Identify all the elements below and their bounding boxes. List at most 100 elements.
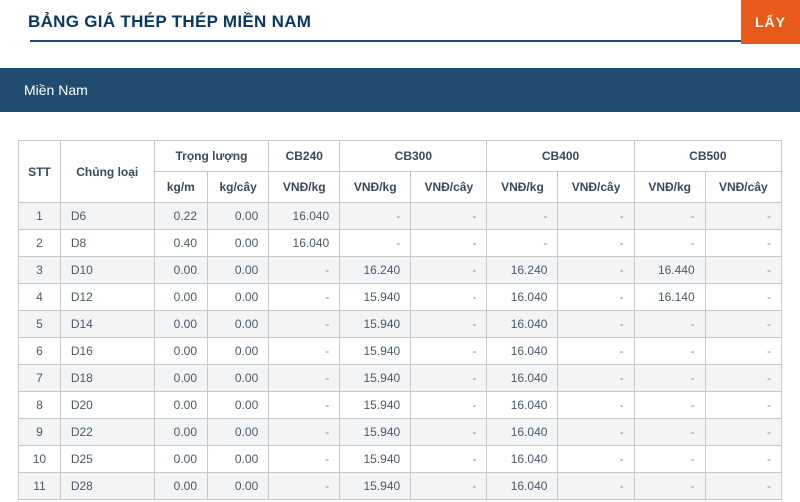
table-cell: D20: [60, 392, 154, 419]
col-cb300-vndcay: VNĐ/cây: [411, 172, 487, 203]
table-cell: 16.040: [487, 311, 558, 338]
table-row: 5D140.000.00-15.940-16.040---: [19, 311, 782, 338]
table-cell: -: [705, 446, 781, 473]
table-cell: 7: [19, 365, 61, 392]
table-cell: 0.00: [154, 419, 207, 446]
table-cell: 1: [19, 203, 61, 230]
table-cell: 15.940: [340, 311, 411, 338]
table-cell: -: [705, 203, 781, 230]
table-cell: -: [269, 338, 340, 365]
table-cell: 15.940: [340, 473, 411, 500]
table-cell: -: [340, 203, 411, 230]
table-cell: -: [705, 392, 781, 419]
table-cell: -: [558, 446, 634, 473]
table-body: 1D60.220.0016.040------2D80.400.0016.040…: [19, 203, 782, 500]
table-cell: -: [558, 365, 634, 392]
table-cell: -: [269, 365, 340, 392]
table-cell: 16.040: [487, 419, 558, 446]
table-cell: -: [705, 338, 781, 365]
table-row: 10D250.000.00-15.940-16.040---: [19, 446, 782, 473]
table-cell: -: [634, 365, 705, 392]
table-cell: -: [634, 473, 705, 500]
table-cell: -: [558, 419, 634, 446]
table-cell: 0.00: [208, 365, 269, 392]
table-cell: 16.040: [269, 203, 340, 230]
table-cell: 9: [19, 419, 61, 446]
col-cb240-vndkg: VNĐ/kg: [269, 172, 340, 203]
table-cell: -: [411, 419, 487, 446]
table-cell: -: [558, 311, 634, 338]
table-cell: 16.040: [487, 392, 558, 419]
col-cb400-vndkg: VNĐ/kg: [487, 172, 558, 203]
table-cell: -: [558, 338, 634, 365]
table-row: 6D160.000.00-15.940-16.040---: [19, 338, 782, 365]
table-cell: 0.00: [154, 473, 207, 500]
table-cell: -: [634, 203, 705, 230]
table-cell: 15.940: [340, 419, 411, 446]
table-cell: 10: [19, 446, 61, 473]
table-cell: -: [705, 473, 781, 500]
table-cell: 0.00: [208, 203, 269, 230]
table-cell: -: [411, 446, 487, 473]
col-cb500: CB500: [634, 141, 781, 172]
table-row: 7D180.000.00-15.940-16.040---: [19, 365, 782, 392]
table-cell: D28: [60, 473, 154, 500]
page-title: BẢNG GIÁ THÉP THÉP MIỀN NAM: [28, 12, 780, 32]
table-cell: -: [340, 230, 411, 257]
table-cell: -: [558, 392, 634, 419]
table-cell: 0.00: [208, 419, 269, 446]
table-cell: D18: [60, 365, 154, 392]
table-cell: -: [411, 284, 487, 311]
tab-mien-nam[interactable]: Miền Nam: [0, 68, 112, 112]
table-cell: -: [411, 203, 487, 230]
table-cell: D12: [60, 284, 154, 311]
table-cell: 0.00: [154, 257, 207, 284]
get-button[interactable]: LẤY: [741, 0, 800, 44]
table-cell: 0.00: [154, 284, 207, 311]
table-cell: 5: [19, 311, 61, 338]
table-cell: 0.00: [208, 473, 269, 500]
table-cell: 0.00: [208, 338, 269, 365]
table-cell: 0.00: [154, 446, 207, 473]
col-kgc: kg/cây: [208, 172, 269, 203]
table-cell: 16.040: [487, 365, 558, 392]
table-cell: -: [411, 230, 487, 257]
table-cell: -: [269, 284, 340, 311]
table-cell: 16.440: [634, 257, 705, 284]
table-row: 4D120.000.00-15.940-16.040-16.140-: [19, 284, 782, 311]
table-cell: -: [558, 257, 634, 284]
table-cell: -: [269, 446, 340, 473]
table-cell: D14: [60, 311, 154, 338]
table-cell: D25: [60, 446, 154, 473]
table-cell: 2: [19, 230, 61, 257]
col-cb500-vndkg: VNĐ/kg: [634, 172, 705, 203]
col-category: Chủng loại: [60, 141, 154, 203]
table-cell: -: [558, 230, 634, 257]
col-stt: STT: [19, 141, 61, 203]
table-cell: 16.240: [487, 257, 558, 284]
table-cell: 3: [19, 257, 61, 284]
table-cell: 0.00: [154, 311, 207, 338]
table-cell: 0.22: [154, 203, 207, 230]
table-cell: 16.040: [487, 473, 558, 500]
table-cell: D16: [60, 338, 154, 365]
table-cell: -: [634, 419, 705, 446]
table-cell: -: [705, 284, 781, 311]
table-cell: -: [634, 230, 705, 257]
table-cell: -: [558, 473, 634, 500]
table-cell: 0.00: [208, 230, 269, 257]
table-cell: 4: [19, 284, 61, 311]
col-cb400: CB400: [487, 141, 634, 172]
table-cell: 0.00: [154, 365, 207, 392]
table-cell: -: [269, 257, 340, 284]
tab-bar: Miền Nam: [0, 68, 800, 112]
table-cell: 16.040: [487, 338, 558, 365]
table-cell: -: [487, 203, 558, 230]
table-cell: D8: [60, 230, 154, 257]
table-cell: -: [487, 230, 558, 257]
col-cb500-vndcay: VNĐ/cây: [705, 172, 781, 203]
table-cell: D22: [60, 419, 154, 446]
table-cell: -: [269, 311, 340, 338]
table-cell: -: [558, 203, 634, 230]
table-cell: D10: [60, 257, 154, 284]
